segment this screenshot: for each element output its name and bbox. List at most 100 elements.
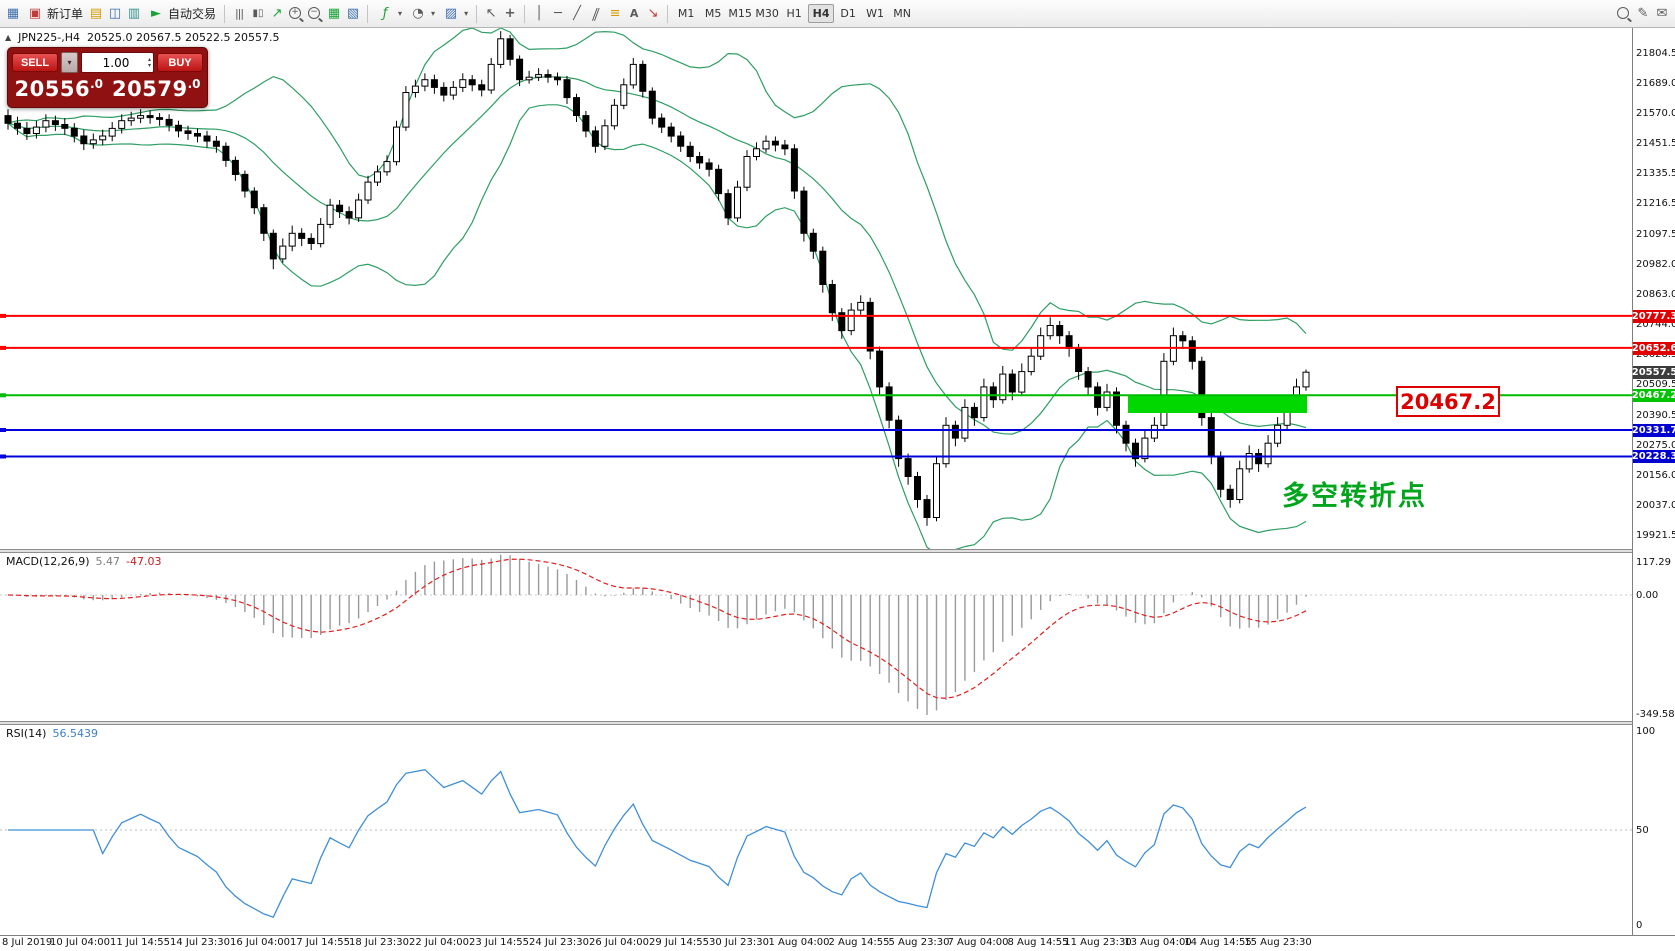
candlestick-chart[interactable] xyxy=(0,28,1632,550)
toolbar-separator xyxy=(667,4,669,23)
annotation-text[interactable]: 多空转折点 xyxy=(1282,481,1427,512)
autotrading-button[interactable]: ► 自动交易 xyxy=(144,3,219,25)
timeframe-w1[interactable]: W1 xyxy=(866,7,885,20)
time-axis-label: 8 Aug 14:55 xyxy=(1007,937,1069,948)
lot-decrement-button[interactable]: ▾ xyxy=(147,61,151,69)
periods-button[interactable]: ◔ ▾ xyxy=(406,3,438,25)
time-axis-label: 1 Aug 04:00 xyxy=(768,937,830,948)
time-axis-label: 14 Jul 23:30 xyxy=(170,937,230,948)
time-axis-label: 7 Aug 04:00 xyxy=(947,937,1009,948)
rsi-panel[interactable]: RSI(14) 56.5439 xyxy=(0,725,1632,935)
timeframe-m5[interactable]: M5 xyxy=(704,7,722,20)
rsi-chart[interactable] xyxy=(0,725,1632,935)
buy-price-button[interactable]: 20579.0 xyxy=(110,76,204,103)
pencil-icon[interactable]: ✎ xyxy=(1637,6,1649,21)
time-axis[interactable]: 8 Jul 2019 10 Jul 04:00 11 Jul 14:55 14 Jul… xyxy=(0,935,1675,951)
vertical-line-tool-icon[interactable]: │ xyxy=(535,6,543,21)
price-tick-label: 20744.0 xyxy=(1636,319,1675,330)
lot-increment-button[interactable]: ▴ xyxy=(147,55,151,63)
navigator-icon[interactable]: ◫ xyxy=(108,6,122,21)
zoom-out-button[interactable]: − xyxy=(306,3,324,25)
toolbar-separator xyxy=(367,4,369,23)
collapse-panel-icon[interactable]: ▲ xyxy=(5,33,12,42)
timeframe-h4[interactable]: H4 xyxy=(808,4,835,23)
arrow-tool-icon[interactable]: ↘ xyxy=(647,6,659,21)
new-order-icon: ▣ xyxy=(28,6,42,21)
bar-chart-icon[interactable]: ||| xyxy=(234,7,244,20)
time-axis-label: 26 Jul 04:00 xyxy=(589,937,649,948)
sell-button[interactable]: SELL xyxy=(12,53,58,72)
macd-label: MACD(12,26,9) 5.47 -47.03 xyxy=(6,555,162,568)
time-axis-label: 16 Jul 04:00 xyxy=(230,937,290,948)
macd-panel[interactable]: MACD(12,26,9) 5.47 -47.03 xyxy=(0,553,1632,722)
symbol-period-label: JPN225-,H4 xyxy=(18,31,80,44)
price-tick-label: 20275.0 xyxy=(1636,440,1675,451)
trendline-tool-icon[interactable]: ╱ xyxy=(573,6,581,21)
buy-button[interactable]: BUY xyxy=(157,53,203,72)
time-axis-label: 22 Jul 04:00 xyxy=(409,937,469,948)
rsi-value: 56.5439 xyxy=(52,727,98,740)
search-button[interactable] xyxy=(1615,3,1633,25)
zoom-in-icon: + xyxy=(289,6,302,19)
price-chart-area[interactable]: ▲ JPN225-,H4 20525.0 20567.5 20522.5 205… xyxy=(0,28,1632,550)
cascade-windows-icon[interactable]: ▧ xyxy=(346,6,360,21)
chevron-down-icon: ▾ xyxy=(464,9,469,18)
templates-button[interactable]: ▨ ▾ xyxy=(439,3,471,25)
indicators-button[interactable]: ƒ ▾ xyxy=(373,3,405,25)
new-order-label: 新订单 xyxy=(47,7,84,21)
support-line-2-anchor xyxy=(0,454,6,459)
timeframe-d1[interactable]: D1 xyxy=(840,7,856,20)
time-axis-label: 17 Jul 14:55 xyxy=(290,937,350,948)
cursor-icon[interactable]: ↖ xyxy=(485,6,497,21)
price-tick-label: 20037.0 xyxy=(1636,500,1675,511)
horizontal-line-tool-icon[interactable]: ─ xyxy=(554,6,562,21)
panel-splitter[interactable] xyxy=(0,721,1675,725)
timeframe-m15[interactable]: M15 xyxy=(728,7,752,20)
timeframe-m1[interactable]: M1 xyxy=(677,7,695,20)
market-watch-icon[interactable]: ▤ xyxy=(89,6,103,21)
timeframe-h1[interactable]: H1 xyxy=(786,7,802,20)
panel-splitter[interactable] xyxy=(0,549,1675,553)
message-icon[interactable]: ✉ xyxy=(1656,6,1668,21)
chevron-down-icon: ▾ xyxy=(398,9,403,18)
price-tick-label: 20982.0 xyxy=(1636,259,1675,270)
terminal-icon[interactable]: ▥ xyxy=(127,6,141,21)
timeframe-m30[interactable]: M30 xyxy=(755,7,779,20)
macd-name: MACD(12,26,9) xyxy=(6,555,90,568)
lot-size-field[interactable]: 1.00 ▴ ▾ xyxy=(81,52,154,73)
lot-spinner: ▴ ▾ xyxy=(147,55,151,69)
price-callout[interactable]: 20467.2 xyxy=(1396,386,1500,417)
tile-windows-icon[interactable]: ▦ xyxy=(327,6,341,21)
ohlc-values-label: 20525.0 20567.5 20522.5 20557.5 xyxy=(87,31,280,44)
time-axis-label: 10 Jul 04:00 xyxy=(50,937,110,948)
time-axis-label: 11 Aug 23:30 xyxy=(1064,937,1132,948)
highlight-rectangle[interactable] xyxy=(1128,395,1307,413)
price-axis[interactable]: 21804.5 21689.0 21570.0 21451.5 21335.5 21216… xyxy=(1632,28,1675,950)
crosshair-icon[interactable]: + xyxy=(504,6,516,21)
order-options-dropdown[interactable]: ▾ xyxy=(61,52,78,73)
lot-size-value[interactable]: 1.00 xyxy=(102,55,130,70)
fibonacci-tool-icon[interactable]: ≡ xyxy=(609,6,621,21)
toolbar-separator xyxy=(224,4,226,23)
sell-price-button[interactable]: 20556.0 xyxy=(12,76,106,103)
resistance-line-2-anchor xyxy=(0,345,6,350)
price-tick-label: 21689.0 xyxy=(1636,78,1675,89)
sell-price-fraction: .0 xyxy=(90,77,103,91)
price-tick-label: 20863.0 xyxy=(1636,289,1675,300)
macd-axis-label: -349.58 xyxy=(1636,709,1675,720)
macd-chart[interactable] xyxy=(0,553,1632,722)
rsi-name: RSI(14) xyxy=(6,727,47,740)
zoom-in-button[interactable]: + xyxy=(287,3,305,25)
candlestick-chart-icon[interactable]: ▮▯ xyxy=(252,7,264,19)
price-tick-label: 21451.5 xyxy=(1636,138,1675,149)
new-order-button[interactable]: ▣ 新订单 xyxy=(23,3,86,25)
price-badge-support-line-2: 20228.3 xyxy=(1631,450,1675,463)
resistance-line-1-anchor xyxy=(0,313,6,318)
indicators-icon: ƒ xyxy=(382,6,388,21)
buy-price-fraction: .0 xyxy=(187,77,201,91)
line-chart-icon[interactable]: ↗ xyxy=(271,6,283,21)
rsi-axis-label: 100 xyxy=(1636,726,1656,737)
text-tool-icon[interactable]: A xyxy=(629,7,639,20)
timeframe-mn[interactable]: MN xyxy=(893,7,911,20)
